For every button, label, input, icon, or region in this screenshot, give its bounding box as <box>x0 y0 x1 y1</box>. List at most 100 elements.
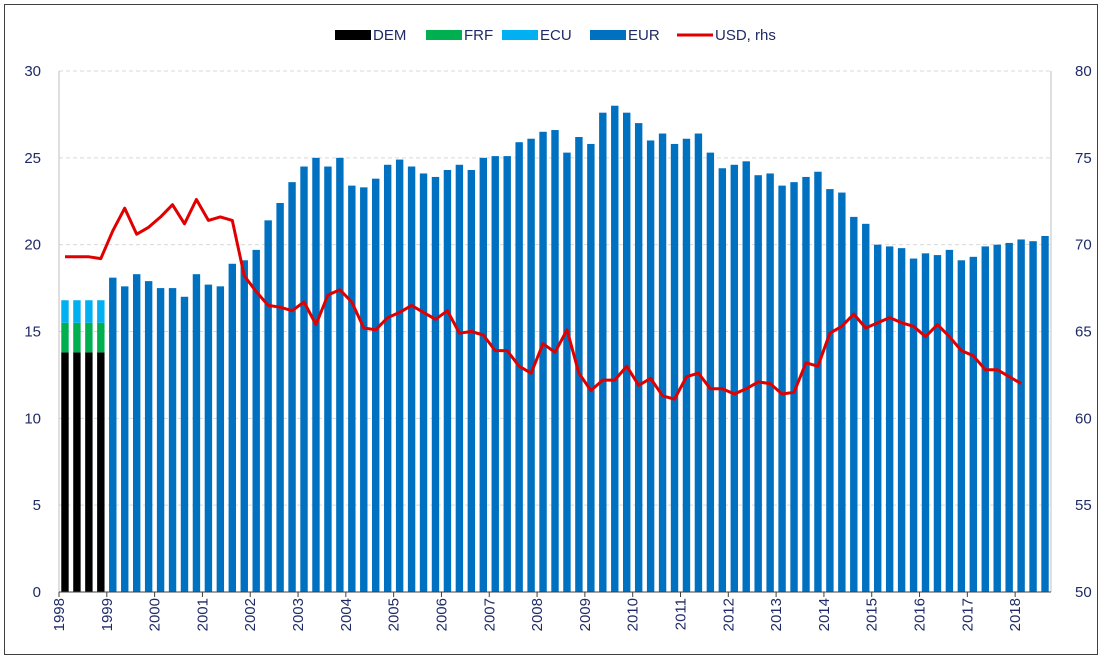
bar-eur <box>300 166 308 592</box>
chart: 0 5 10 15 20 25 30 50 55 60 65 70 75 80 1998 1999 2000… <box>24 27 1092 631</box>
bar-eur <box>348 185 356 592</box>
left-tick-label: 0 <box>33 584 41 601</box>
x-tick-label: 2011 <box>672 598 689 630</box>
bar-eur <box>240 260 248 592</box>
bar-eur <box>682 138 691 593</box>
gridlines <box>59 70 1051 506</box>
bar-eur <box>790 182 798 592</box>
bar-ecu <box>73 300 81 323</box>
x-tick-label: 2004 <box>338 598 355 631</box>
bar-eur <box>180 296 189 592</box>
bar-eur <box>539 131 547 592</box>
bar-eur <box>814 171 822 592</box>
right-tick-label: 75 <box>1075 150 1092 167</box>
bar-eur <box>216 286 225 592</box>
right-tick-label: 55 <box>1075 497 1092 514</box>
bar-eur <box>981 246 989 593</box>
bar-eur <box>921 253 930 592</box>
bar-eur <box>527 138 535 593</box>
legend-label-ecu: ECU <box>540 27 572 44</box>
bar-frf <box>85 322 93 353</box>
bar-eur <box>611 105 619 592</box>
bar-eur <box>969 256 978 592</box>
bar-eur <box>467 169 476 593</box>
bar-eur <box>407 166 416 592</box>
axes <box>58 71 1052 593</box>
bar-eur <box>646 140 655 592</box>
bar-eur <box>312 157 320 593</box>
bar-dem <box>97 352 105 592</box>
legend-swatch-dem <box>335 30 371 40</box>
bar-eur <box>551 130 559 592</box>
x-tick-label: 2017 <box>959 598 976 631</box>
x-tick-label: 2014 <box>816 598 833 631</box>
bar-eur <box>168 288 177 592</box>
bar-frf <box>97 322 105 353</box>
bar-eur <box>121 286 129 592</box>
bar-eur <box>563 152 571 592</box>
x-tick-label: 2009 <box>577 598 594 631</box>
legend-label-usd-rhs: USD, rhs <box>715 27 776 44</box>
left-tick-label: 10 <box>24 410 41 427</box>
bar-eur <box>587 143 595 592</box>
bar-eur <box>718 168 727 592</box>
bars <box>61 105 1049 593</box>
x-tick-label: 2003 <box>290 598 307 631</box>
x-tick-label: 2001 <box>194 598 211 631</box>
bar-eur <box>419 173 428 593</box>
bar-eur <box>503 156 511 592</box>
bar-eur <box>885 246 894 593</box>
bar-eur <box>909 258 918 592</box>
bar-eur <box>945 249 954 593</box>
x-tick-label: 1998 <box>51 598 68 631</box>
bar-frf <box>73 322 81 353</box>
bar-eur <box>132 274 141 592</box>
bar-eur <box>144 281 153 592</box>
bar-eur <box>336 157 344 593</box>
x-tick-label: 2010 <box>625 598 642 631</box>
legend-label-eur: EUR <box>628 27 660 44</box>
bar-ecu <box>97 300 105 323</box>
chart-frame: 0 5 10 15 20 25 30 50 55 60 65 70 75 80 1998 1999 2000… <box>4 4 1098 655</box>
right-tick-label: 50 <box>1075 584 1092 601</box>
bar-eur <box>957 260 966 592</box>
bar-eur <box>742 161 750 592</box>
bar-dem <box>73 352 81 592</box>
usd-line-layer <box>65 198 1022 401</box>
bar-eur <box>156 288 165 592</box>
bar-eur <box>252 249 260 593</box>
right-tick-label: 70 <box>1075 237 1092 254</box>
left-tick-label: 5 <box>33 497 41 514</box>
left-tick-label: 15 <box>24 324 41 341</box>
bar-eur <box>802 176 810 593</box>
bar-eur <box>933 255 942 592</box>
bar-frf <box>61 322 69 353</box>
x-tick-label: 2012 <box>720 598 737 631</box>
bar-eur <box>1005 242 1013 592</box>
bar-eur <box>838 192 846 593</box>
bar-eur <box>1017 239 1025 592</box>
bar-eur <box>694 133 703 592</box>
bar-eur <box>228 263 237 592</box>
legend-swatch-ecu <box>502 30 538 40</box>
bar-eur <box>383 164 392 592</box>
bar-eur <box>204 284 213 592</box>
right-tick-label: 60 <box>1075 410 1092 427</box>
x-axis-ticks: 1998 1999 2000 2001 2002 2003 2004 2005 2006 2007… <box>51 592 1024 631</box>
bar-eur <box>1029 241 1037 592</box>
x-tick-label: 2018 <box>1007 598 1024 631</box>
legend-swatch-frf <box>426 30 462 40</box>
bar-eur <box>288 182 296 592</box>
x-tick-label: 2013 <box>768 598 785 631</box>
bar-eur <box>850 216 858 592</box>
bar-eur <box>443 169 452 593</box>
right-tick-label: 80 <box>1075 63 1092 80</box>
bar-eur <box>873 244 882 592</box>
bar-eur <box>491 156 499 592</box>
left-tick-label: 20 <box>24 237 41 254</box>
x-tick-label: 2002 <box>242 598 259 631</box>
bar-eur <box>372 178 380 592</box>
bar-eur <box>479 157 487 593</box>
x-tick-label: 2007 <box>481 598 498 631</box>
bar-eur <box>1041 235 1049 592</box>
